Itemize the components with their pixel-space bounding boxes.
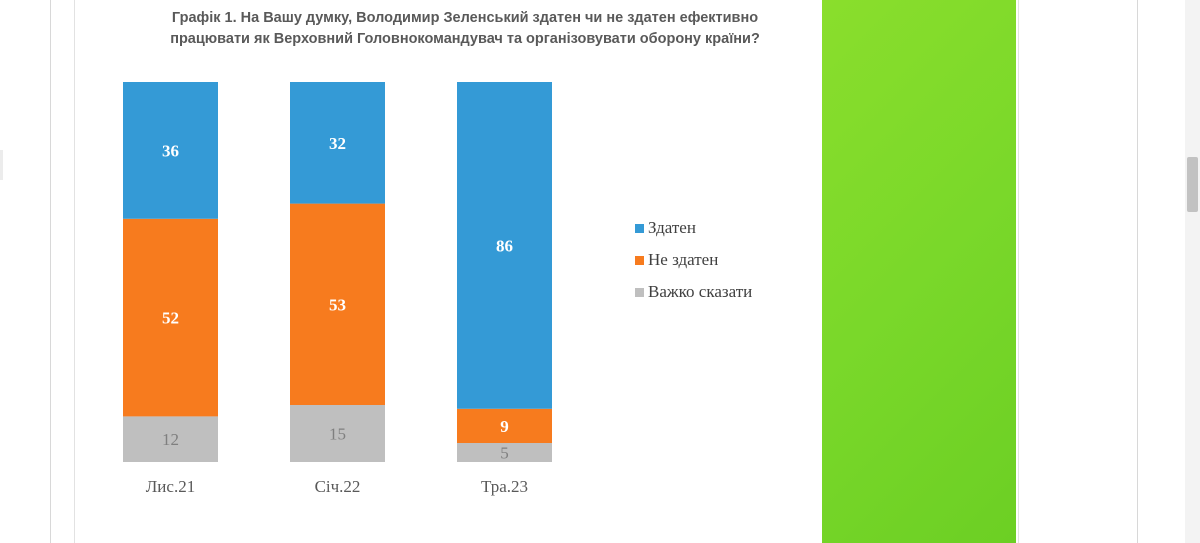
bar-segment-Тра.23-Здатен [457,82,552,409]
bar-segment-Тра.23-Важко сказати [457,443,552,462]
legend-swatch [635,224,644,233]
page-frame [50,0,1138,543]
bar-segment-Січ.22-Важко сказати [290,405,385,462]
chart-title-line-1: Графік 1. На Вашу думку, Володимир Зелен… [171,10,759,26]
bar-segment-Лис.21-Не здатен [123,218,218,417]
legend-label: Не здатен [648,250,718,269]
bar-value-label: 9 [500,417,509,436]
bar-value-label: 86 [496,236,513,255]
chart-title: Графік 1. На Вашу думку, Володимир Зелен… [120,8,810,50]
bar-value-label: 15 [329,425,346,444]
bar-segment-Лис.21-Важко сказати [123,416,218,462]
bar-segment-Січ.22-Не здатен [290,203,385,405]
bar-value-label: 52 [162,309,179,328]
bar-value-label: 12 [162,430,179,449]
legend-label: Важко сказати [648,282,752,301]
chart-title-line-2: працювати як Верховний Головнокомандувач… [170,31,760,47]
bar-value-label: 5 [500,444,509,463]
scrollbar-thumb[interactable] [1187,157,1198,212]
category-labels-group: Лис.21 Січ.22 Тра.23 [146,477,528,496]
legend: Здатен Не здатен Важко сказати [635,218,752,301]
bar-value-label: 32 [329,134,346,153]
bar-segment-Лис.21-Здатен [123,82,218,219]
content-column [74,0,1019,543]
legend-label: Здатен [648,218,696,237]
x-tick-label: Тра.23 [481,477,528,496]
legend-swatch [635,288,644,297]
bar-segment-Січ.22-Здатен [290,82,385,204]
bar-segment-Тра.23-Не здатен [457,408,552,443]
bar-value-label: 36 [162,141,179,160]
vertical-scrollbar[interactable] [1185,0,1200,543]
legend-swatch [635,256,644,265]
left-edge-marker [0,150,3,180]
green-side-banner [822,0,1016,543]
bar-value-label: 53 [329,295,346,314]
x-tick-label: Лис.21 [146,477,195,496]
x-tick-label: Січ.22 [315,477,361,496]
